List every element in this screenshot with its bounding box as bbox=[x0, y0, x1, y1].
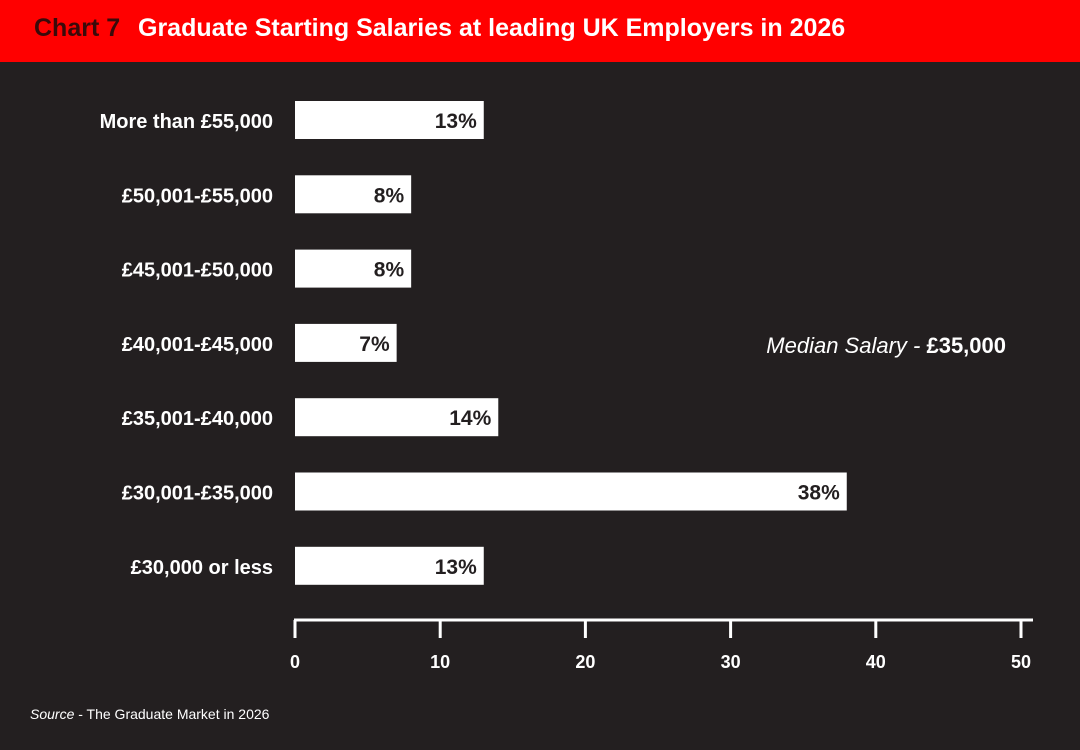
x-axis: 0 10 20 30 40 50 bbox=[290, 618, 1033, 672]
category-label: £30,001-£35,000 bbox=[122, 483, 273, 505]
chart-title: Graduate Starting Salaries at leading UK… bbox=[138, 14, 846, 42]
category-label: £40,001-£45,000 bbox=[122, 334, 273, 356]
bar bbox=[295, 249, 412, 288]
x-tick-label: 40 bbox=[866, 652, 886, 672]
source-note: Source - The Graduate Market in 2026 bbox=[30, 706, 269, 722]
median-salary-value: £35,000 bbox=[926, 333, 1006, 358]
bar-value-label: 8% bbox=[374, 184, 405, 207]
category-label: £35,001-£40,000 bbox=[122, 408, 273, 430]
median-salary-prefix: Median Salary - bbox=[766, 333, 926, 358]
salary-bar-chart: More than £55,000 13% £50,001-£55,000 8% £45… bbox=[100, 101, 1033, 672]
bar-value-label: 14% bbox=[449, 407, 491, 430]
bar-value-label: 8% bbox=[374, 259, 405, 282]
x-tick-label: 20 bbox=[575, 652, 595, 672]
source-text: - The Graduate Market in 2026 bbox=[74, 706, 270, 722]
source-label: Source bbox=[30, 706, 75, 722]
bar bbox=[295, 101, 484, 139]
x-tick-label: 0 bbox=[290, 652, 300, 672]
category-label: £45,001-£50,000 bbox=[122, 260, 273, 282]
x-tick-label: 10 bbox=[430, 652, 450, 672]
bar bbox=[295, 323, 397, 362]
bar-value-label: 7% bbox=[359, 333, 390, 356]
x-tick-label: 30 bbox=[721, 652, 741, 672]
bar bbox=[295, 472, 847, 511]
x-tick-label: 50 bbox=[1011, 652, 1031, 672]
bar-value-label: 13% bbox=[435, 110, 477, 133]
category-label: £30,000 or less bbox=[131, 557, 273, 579]
chart-header: Chart 7 Graduate Starting Salaries at le… bbox=[0, 0, 1080, 62]
bars-layer: More than £55,000 13% £50,001-£55,000 8% £45… bbox=[100, 101, 847, 585]
bar bbox=[295, 546, 484, 585]
category-label: £50,001-£55,000 bbox=[122, 185, 273, 207]
bar bbox=[295, 175, 412, 214]
category-label: More than £55,000 bbox=[100, 111, 273, 133]
bar bbox=[295, 398, 499, 437]
bar-value-label: 13% bbox=[435, 556, 477, 579]
bar-value-label: 38% bbox=[798, 482, 840, 505]
chart-number: Chart 7 bbox=[34, 14, 121, 42]
median-salary-annotation: Median Salary - £35,000 bbox=[766, 333, 1006, 358]
